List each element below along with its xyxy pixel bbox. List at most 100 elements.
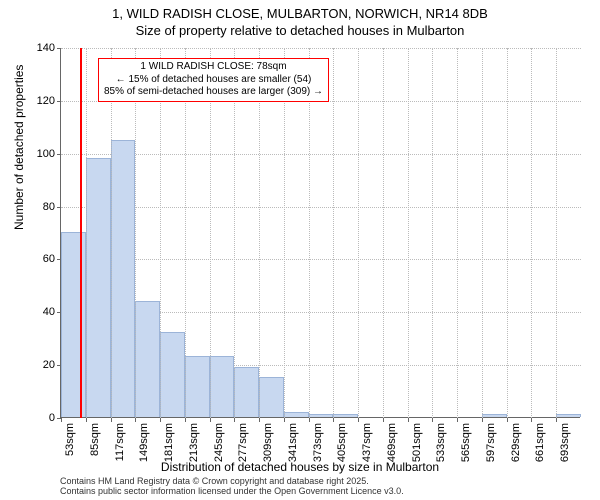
histogram-bar <box>234 367 259 417</box>
x-tick-label: 309sqm <box>262 423 274 462</box>
x-tick-mark <box>61 418 62 422</box>
attribution: Contains HM Land Registry data © Crown c… <box>60 476 404 497</box>
title-line2: Size of property relative to detached ho… <box>0 23 600 40</box>
x-tick-label: 597sqm <box>485 423 497 462</box>
grid-line-v <box>408 48 409 418</box>
x-tick-label: 405sqm <box>336 423 348 462</box>
y-tick-label: 120 <box>25 95 55 107</box>
x-tick-mark <box>383 418 384 422</box>
x-tick-label: 213sqm <box>188 423 200 462</box>
y-tick-label: 60 <box>25 253 55 265</box>
x-tick-mark <box>507 418 508 422</box>
x-tick-label: 437sqm <box>361 423 373 462</box>
x-tick-label: 149sqm <box>138 423 150 462</box>
x-tick-label: 341sqm <box>287 423 299 462</box>
histogram-bar <box>482 414 507 417</box>
grid-line-v <box>531 48 532 418</box>
grid-line-v <box>358 48 359 418</box>
y-tick-label: 140 <box>25 42 55 54</box>
grid-line-v <box>160 48 161 418</box>
x-tick-mark <box>284 418 285 422</box>
histogram-bar <box>309 414 334 417</box>
grid-line-v <box>259 48 260 418</box>
annotation-line3: 85% of semi-detached houses are larger (… <box>104 86 323 99</box>
x-tick-label: 501sqm <box>411 423 423 462</box>
histogram-bar <box>86 158 111 417</box>
y-tick-mark <box>57 154 61 155</box>
x-tick-label: 629sqm <box>510 423 522 462</box>
x-tick-mark <box>556 418 557 422</box>
grid-line-v <box>185 48 186 418</box>
grid-line-v <box>556 48 557 418</box>
x-tick-label: 277sqm <box>237 423 249 462</box>
y-tick-label: 0 <box>25 412 55 424</box>
marker-line <box>80 48 82 418</box>
grid-line-v <box>210 48 211 418</box>
annotation-line1: 1 WILD RADISH CLOSE: 78sqm <box>104 61 323 74</box>
x-tick-mark <box>111 418 112 422</box>
plot-area: 02040608010012014053sqm85sqm117sqm149sqm… <box>60 48 580 418</box>
y-tick-label: 100 <box>25 148 55 160</box>
grid-line-h <box>61 207 581 208</box>
grid-line-v <box>457 48 458 418</box>
attribution-line2: Contains public sector information licen… <box>60 486 404 496</box>
x-tick-label: 53sqm <box>64 423 76 456</box>
grid-line-v <box>333 48 334 418</box>
grid-line-v <box>507 48 508 418</box>
grid-line-v <box>234 48 235 418</box>
x-tick-label: 661sqm <box>534 423 546 462</box>
x-tick-mark <box>457 418 458 422</box>
x-tick-mark <box>185 418 186 422</box>
x-tick-mark <box>432 418 433 422</box>
x-tick-mark <box>531 418 532 422</box>
x-tick-label: 693sqm <box>559 423 571 462</box>
histogram-bar <box>259 377 284 417</box>
title-line1: 1, WILD RADISH CLOSE, MULBARTON, NORWICH… <box>0 6 600 23</box>
chart-title: 1, WILD RADISH CLOSE, MULBARTON, NORWICH… <box>0 0 600 40</box>
x-tick-label: 373sqm <box>312 423 324 462</box>
histogram-bar <box>284 412 309 417</box>
x-tick-label: 245sqm <box>213 423 225 462</box>
grid-line-v <box>111 48 112 418</box>
annotation-line2: ← 15% of detached houses are smaller (54… <box>104 74 323 87</box>
histogram-bar <box>111 140 136 418</box>
y-axis-label: Number of detached properties <box>12 65 26 230</box>
x-tick-mark <box>160 418 161 422</box>
grid-line-h <box>61 259 581 260</box>
y-tick-label: 40 <box>25 306 55 318</box>
x-tick-mark <box>358 418 359 422</box>
grid-line-v <box>309 48 310 418</box>
histogram-bar <box>135 301 160 417</box>
x-tick-mark <box>210 418 211 422</box>
x-tick-mark <box>259 418 260 422</box>
x-axis-label: Distribution of detached houses by size … <box>0 460 600 474</box>
x-tick-mark <box>333 418 334 422</box>
histogram-bar <box>185 356 210 417</box>
histogram-bar <box>160 332 185 417</box>
x-tick-label: 117sqm <box>114 423 126 461</box>
grid-line-v <box>284 48 285 418</box>
histogram-bar <box>556 414 581 417</box>
x-tick-mark <box>309 418 310 422</box>
grid-line-v <box>383 48 384 418</box>
x-tick-mark <box>482 418 483 422</box>
x-tick-label: 85sqm <box>89 423 101 456</box>
histogram-bar <box>210 356 235 417</box>
grid-line-v <box>86 48 87 418</box>
x-tick-mark <box>234 418 235 422</box>
attribution-line1: Contains HM Land Registry data © Crown c… <box>60 476 404 486</box>
x-tick-label: 181sqm <box>163 423 175 462</box>
y-tick-label: 20 <box>25 359 55 371</box>
chart-container: 02040608010012014053sqm85sqm117sqm149sqm… <box>60 48 580 418</box>
grid-line-v <box>135 48 136 418</box>
x-tick-mark <box>135 418 136 422</box>
annotation-box: 1 WILD RADISH CLOSE: 78sqm ← 15% of deta… <box>98 58 329 102</box>
grid-line-v <box>432 48 433 418</box>
grid-line-h <box>61 154 581 155</box>
x-tick-label: 565sqm <box>460 423 472 462</box>
x-tick-mark <box>86 418 87 422</box>
grid-line-h <box>61 48 581 49</box>
grid-line-v <box>482 48 483 418</box>
x-tick-mark <box>408 418 409 422</box>
y-tick-mark <box>57 48 61 49</box>
